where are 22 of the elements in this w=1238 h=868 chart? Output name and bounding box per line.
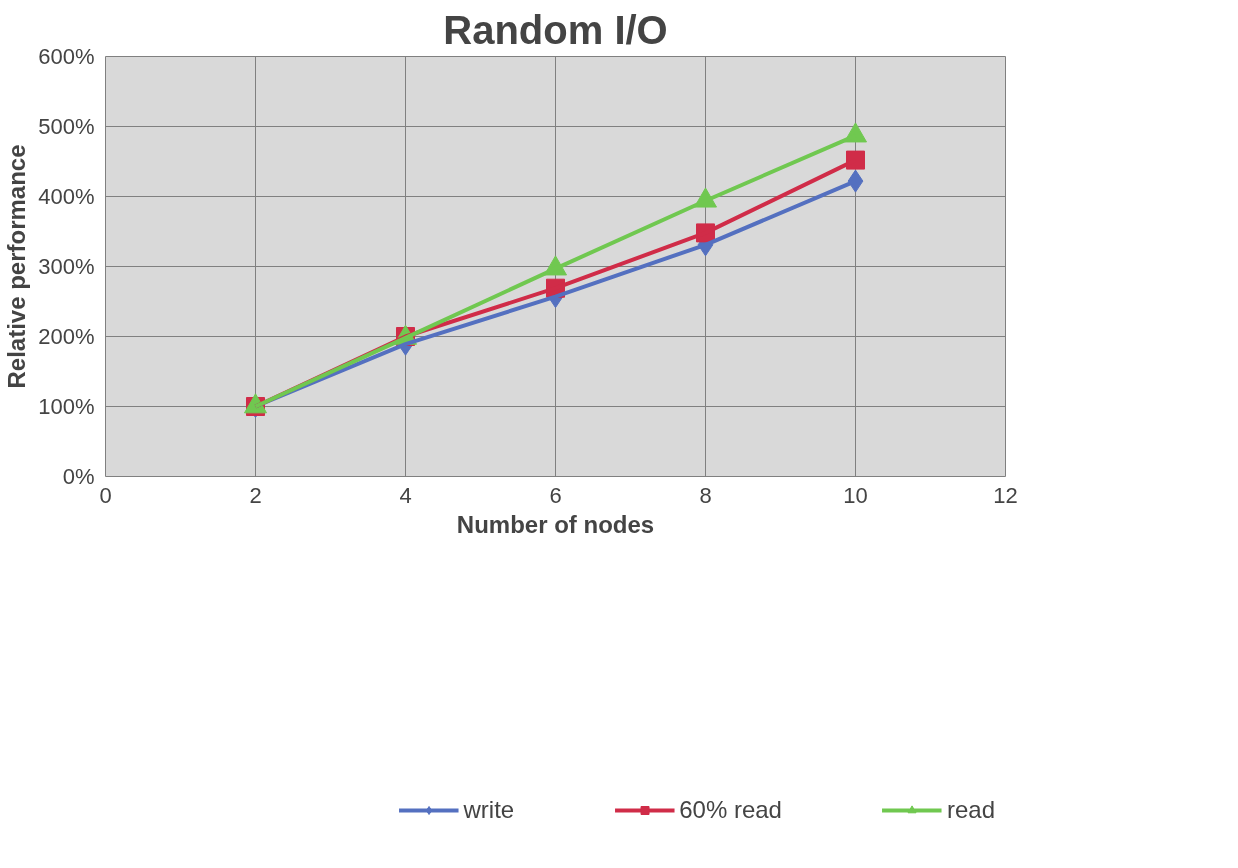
y-tick-label: 200% xyxy=(38,324,95,349)
y-tick-label: 400% xyxy=(38,184,95,209)
point xyxy=(847,169,864,193)
x-tick-label: 10 xyxy=(843,482,868,508)
legend-label: write xyxy=(463,796,515,824)
chart-title: Random I/O xyxy=(443,7,668,52)
x-tick-label: 2 xyxy=(249,482,262,508)
legend-label: read xyxy=(946,796,995,824)
legend-label: 60% read xyxy=(679,796,782,824)
x-tick-label: 6 xyxy=(549,482,562,508)
y-tick-label: 500% xyxy=(38,114,95,139)
y-axis-title: Relative performance xyxy=(3,144,31,389)
x-tick-label: 4 xyxy=(399,482,412,508)
x-tick-label: 8 xyxy=(699,482,712,508)
y-tick-label: 100% xyxy=(38,394,95,419)
point xyxy=(846,150,865,170)
x-tick-label: 0 xyxy=(99,482,112,508)
y-tick-label: 600% xyxy=(38,44,95,69)
y-tick-label: 0% xyxy=(62,464,95,489)
x-tick-label: 12 xyxy=(993,482,1018,508)
y-tick-label: 300% xyxy=(38,254,95,279)
x-axis-title: Number of nodes xyxy=(456,510,655,538)
